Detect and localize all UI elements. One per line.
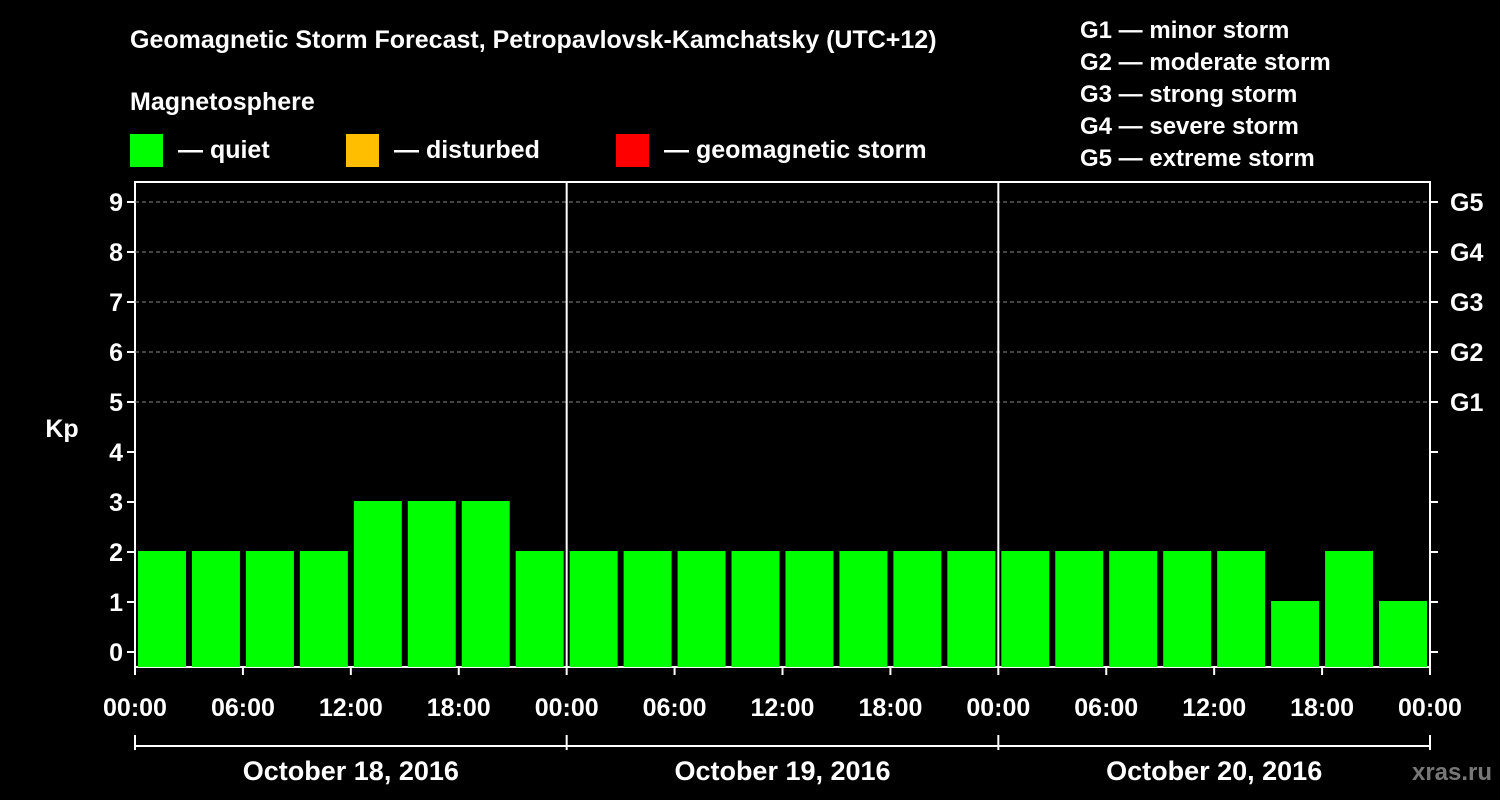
kp-bar — [515, 551, 564, 667]
y-tick-label: 1 — [109, 589, 123, 617]
legend-label-quiet: — quiet — [178, 136, 270, 164]
kp-bar — [839, 551, 888, 667]
storm-scale-item: G2 — moderate storm — [1080, 49, 1331, 76]
x-tick-label: 12:00 — [1182, 694, 1246, 722]
y-tick-label: 9 — [109, 189, 123, 217]
kp-bar — [893, 551, 942, 667]
kp-bar — [299, 551, 348, 667]
y-tick-label: 3 — [109, 489, 123, 517]
kp-bar — [1217, 551, 1266, 667]
x-tick-label: 00:00 — [966, 694, 1030, 722]
y-tick-label: 7 — [109, 289, 123, 317]
storm-level-label: G1 — [1450, 389, 1483, 417]
kp-bar — [623, 551, 672, 667]
x-tick-label: 06:00 — [643, 694, 707, 722]
x-tick-label: 18:00 — [1290, 694, 1354, 722]
plot-area: 0 1 2 3 4 5 6 7 8 9 G1 G2 G3 G4 G5 00:00 06:00 12:00 18:00… — [103, 181, 1483, 786]
storm-scale-legend: G1 — minor storm G2 — moderate storm G3 — … — [1080, 17, 1331, 172]
kp-bar — [1055, 551, 1104, 667]
kp-bar — [353, 501, 402, 667]
storm-level-label: G5 — [1450, 189, 1483, 217]
x-tick-label: 00:00 — [103, 694, 167, 722]
x-tick-label: 12:00 — [751, 694, 815, 722]
kp-bar — [1379, 601, 1427, 667]
y-axis-label: Kp — [45, 415, 78, 443]
kp-bar — [731, 551, 780, 667]
legend: — quiet — disturbed — geomagnetic storm — [130, 134, 927, 167]
y-tick-label: 4 — [109, 439, 123, 467]
y-tick-label: 0 — [109, 639, 123, 667]
storm-scale-item: G1 — minor storm — [1080, 17, 1289, 44]
x-tick-label: 06:00 — [1074, 694, 1138, 722]
storm-level-label: G3 — [1450, 289, 1483, 317]
storm-level-label: G4 — [1450, 239, 1483, 267]
legend-label-disturbed: — disturbed — [394, 136, 540, 164]
y-tick-label: 2 — [109, 539, 123, 567]
kp-bar — [407, 501, 456, 667]
kp-bar — [1163, 551, 1212, 667]
x-tick-label: 00:00 — [1398, 694, 1462, 722]
legend-swatch-disturbed — [346, 134, 379, 167]
x-tick-label: 12:00 — [319, 694, 383, 722]
kp-bar — [947, 551, 996, 667]
kp-bar — [138, 551, 186, 667]
chart-title: Geomagnetic Storm Forecast, Petropavlovs… — [130, 26, 937, 54]
kp-bar — [461, 501, 510, 667]
legend-swatch-storm — [616, 134, 649, 167]
x-tick-label: 18:00 — [427, 694, 491, 722]
kp-bar — [1109, 551, 1158, 667]
storm-scale-item: G3 — strong storm — [1080, 81, 1297, 108]
kp-bar — [191, 551, 240, 667]
day-label: October 20, 2016 — [1106, 756, 1322, 786]
day-label: October 18, 2016 — [243, 756, 459, 786]
kp-bar — [1271, 601, 1320, 667]
storm-scale-item: G5 — extreme storm — [1080, 145, 1315, 172]
kp-bar — [1325, 551, 1374, 667]
kp-bar — [785, 551, 834, 667]
x-tick-label: 18:00 — [858, 694, 922, 722]
y-tick-label: 5 — [109, 389, 123, 417]
kp-bar — [677, 551, 726, 667]
day-label: October 19, 2016 — [674, 756, 890, 786]
storm-level-label: G2 — [1450, 339, 1483, 367]
kp-bar — [569, 551, 618, 667]
x-tick-label: 06:00 — [211, 694, 275, 722]
legend-label-storm: — geomagnetic storm — [664, 136, 927, 164]
watermark: xras.ru — [1412, 759, 1492, 786]
y-tick-label: 8 — [109, 239, 123, 267]
legend-swatch-quiet — [130, 134, 163, 167]
kp-bar — [245, 551, 294, 667]
legend-title: Magnetosphere — [130, 88, 315, 116]
storm-scale-item: G4 — severe storm — [1080, 113, 1299, 140]
x-tick-label: 00:00 — [535, 694, 599, 722]
kp-bar — [1001, 551, 1050, 667]
y-tick-label: 6 — [109, 339, 123, 367]
